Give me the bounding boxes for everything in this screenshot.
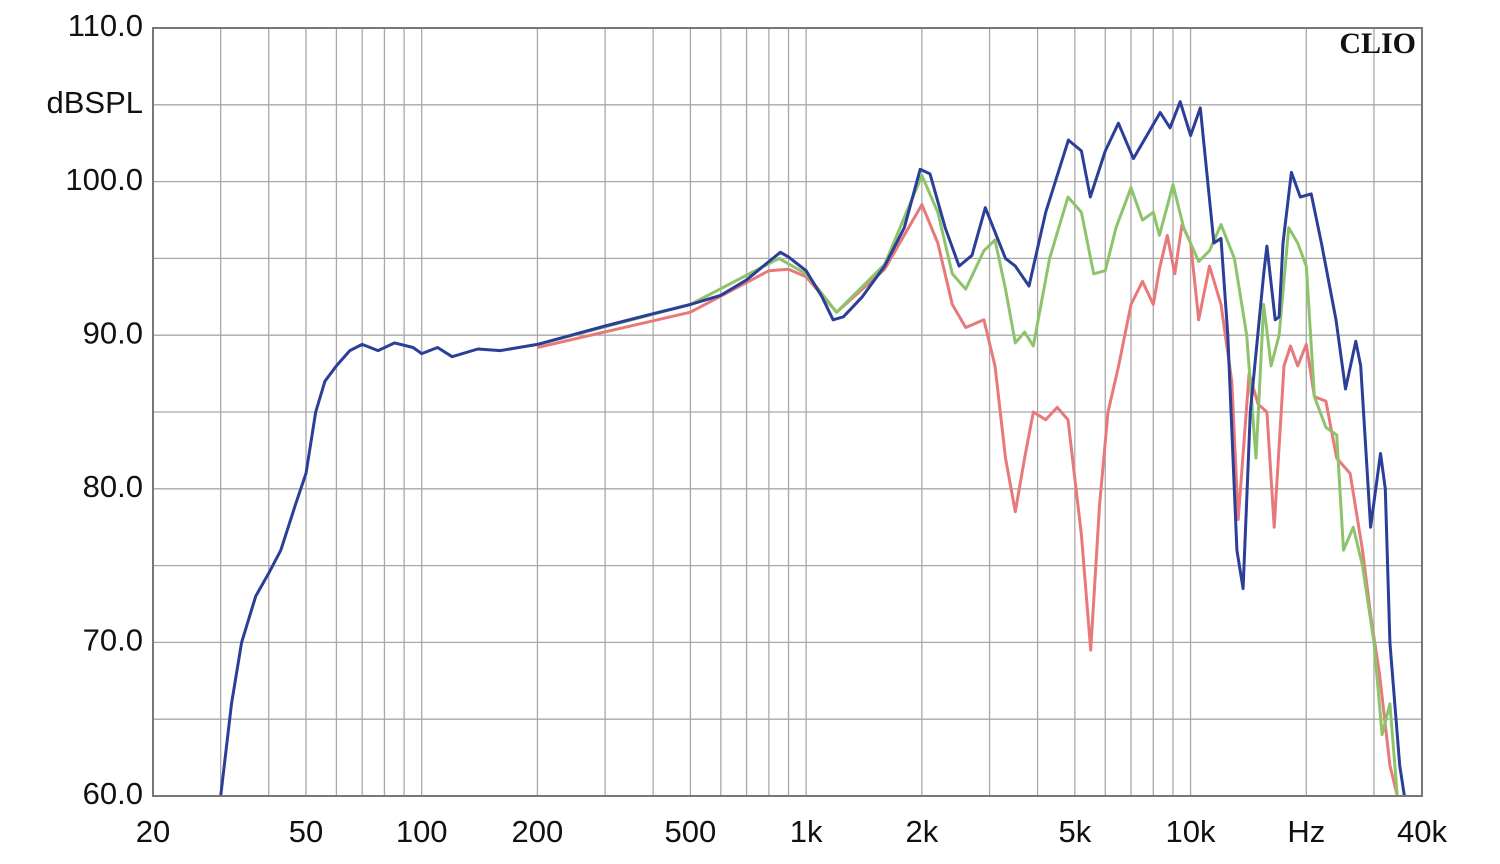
x-tick-label: 2k	[905, 814, 938, 849]
y-tick-label: 70.0	[83, 623, 143, 658]
series-line	[537, 203, 1399, 797]
series-line	[537, 174, 1399, 797]
x-tick-label: Hz	[1287, 814, 1325, 849]
lines	[219, 100, 1406, 797]
plot-frame	[152, 27, 1423, 797]
x-tick-label: 50	[289, 814, 323, 849]
y-tick-label: 110.0	[68, 8, 143, 43]
annotation: CLIO	[1339, 27, 1416, 60]
x-tick-label: 200	[512, 814, 564, 849]
x-tick-label: 100	[396, 814, 448, 849]
x-tick-label: 5k	[1058, 814, 1091, 849]
y-tick-label: dBSPL	[46, 85, 143, 120]
x-tick-label: 40k	[1397, 814, 1447, 849]
series-line	[219, 100, 1406, 797]
x-tick-label: 1k	[790, 814, 823, 849]
x-tick-label: 20	[136, 814, 170, 849]
y-tick-label: 60.0	[83, 776, 143, 811]
x-tick-label: 500	[665, 814, 717, 849]
y-tick-label: 100.0	[65, 162, 143, 197]
x-tick-label: 10k	[1166, 814, 1216, 849]
y-tick-label: 80.0	[83, 469, 143, 504]
y-tick-label: 90.0	[83, 315, 143, 350]
